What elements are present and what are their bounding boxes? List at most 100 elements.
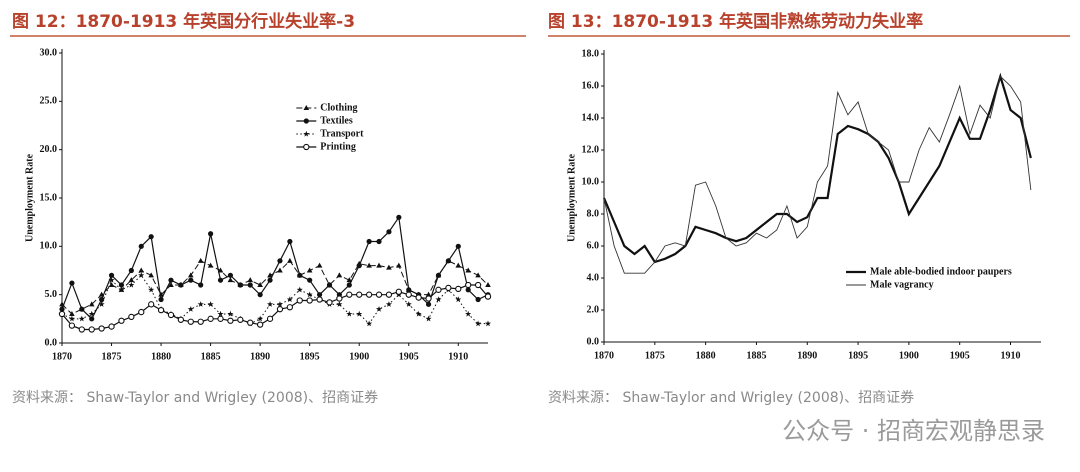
marker — [276, 306, 284, 313]
marker — [425, 291, 432, 297]
marker — [385, 301, 392, 307]
marker — [366, 262, 372, 268]
marker — [118, 286, 125, 293]
y-tick-label: 12.0 — [582, 144, 600, 155]
marker — [257, 315, 264, 322]
marker — [276, 301, 283, 307]
y-tick-label: 30.0 — [40, 47, 58, 58]
legend-label: Textiles — [320, 115, 353, 126]
marker — [356, 291, 363, 298]
marker — [69, 311, 75, 316]
marker — [445, 284, 452, 292]
y-axis-label: Unemployment Rate — [24, 153, 35, 242]
marker — [484, 293, 492, 300]
y-tick-label: 15.0 — [40, 192, 58, 203]
legend-marker — [303, 143, 310, 151]
chart-title: 图 12：1870-1913 年英国分行业失业率-3 — [12, 11, 355, 32]
marker — [435, 296, 442, 303]
marker — [128, 281, 135, 288]
marker — [89, 316, 95, 322]
marker — [485, 282, 491, 287]
y-axis-label: Unemployment Rate — [566, 153, 577, 242]
marker — [455, 262, 462, 268]
marker — [207, 301, 214, 307]
legend-marker — [303, 118, 309, 124]
marker — [88, 301, 95, 307]
marker — [198, 282, 204, 288]
marker — [207, 262, 214, 268]
x-tick-label: 1880 — [696, 350, 716, 361]
marker — [197, 318, 204, 325]
x-tick-label: 1885 — [746, 350, 766, 361]
marker — [376, 238, 382, 245]
marker — [98, 325, 105, 332]
marker — [375, 305, 383, 312]
source: 资料来源： Shaw-Taylor and Wrigley (2008)、招商证… — [12, 390, 378, 406]
marker — [316, 262, 323, 268]
marker — [108, 323, 115, 330]
marker — [79, 306, 85, 312]
marker — [435, 272, 442, 278]
marker — [296, 297, 303, 304]
marker — [247, 319, 254, 326]
marker — [475, 320, 482, 327]
x-tick-label: 1900 — [899, 350, 919, 361]
marker — [445, 258, 451, 264]
marker — [316, 296, 323, 303]
marker — [187, 272, 194, 278]
marker — [465, 310, 472, 317]
marker — [405, 301, 412, 307]
legend-label: Clothing — [320, 102, 357, 113]
marker — [296, 286, 303, 293]
x-tick-label: 1890 — [250, 351, 270, 362]
marker — [78, 315, 85, 322]
x-tick-label: 1895 — [848, 350, 868, 361]
marker — [99, 296, 105, 303]
legend-label: Transport — [320, 128, 364, 139]
marker — [455, 243, 461, 249]
y-tick-label: 6.0 — [587, 240, 600, 251]
marker — [277, 258, 283, 264]
marker — [138, 308, 145, 316]
marker — [366, 238, 372, 245]
marker — [68, 315, 75, 322]
x-tick-label: 1895 — [300, 351, 320, 362]
marker — [475, 296, 481, 303]
marker — [425, 295, 432, 302]
marker — [178, 282, 184, 288]
y-tick-label: 10.0 — [40, 241, 58, 252]
marker — [227, 272, 234, 278]
marker — [346, 291, 353, 298]
marker — [197, 257, 204, 263]
marker — [455, 296, 462, 303]
marker — [286, 304, 294, 311]
marker — [287, 257, 293, 263]
marker — [376, 262, 382, 268]
marker — [257, 292, 263, 298]
marker — [375, 291, 383, 298]
marker — [168, 277, 174, 283]
marker — [326, 282, 333, 288]
marker — [326, 299, 333, 306]
y-tick-label: 0.0 — [587, 336, 600, 347]
y-tick-label: 0.0 — [45, 337, 58, 348]
marker — [128, 277, 135, 283]
series-line — [61, 260, 489, 315]
marker — [365, 291, 373, 298]
legend-marker — [303, 105, 310, 110]
x-tick-label: 1870 — [52, 351, 72, 362]
y-tick-label: 16.0 — [582, 80, 600, 91]
y-tick-label: 18.0 — [582, 48, 600, 59]
marker — [128, 313, 135, 321]
marker — [415, 294, 422, 301]
marker — [336, 301, 343, 307]
marker — [168, 282, 174, 287]
marker — [286, 296, 293, 303]
marker — [227, 277, 234, 283]
marker — [425, 301, 432, 307]
marker — [267, 301, 274, 307]
x-tick-label: 1910 — [448, 351, 468, 362]
y-tick-label: 8.0 — [587, 208, 600, 219]
marker — [356, 263, 362, 269]
